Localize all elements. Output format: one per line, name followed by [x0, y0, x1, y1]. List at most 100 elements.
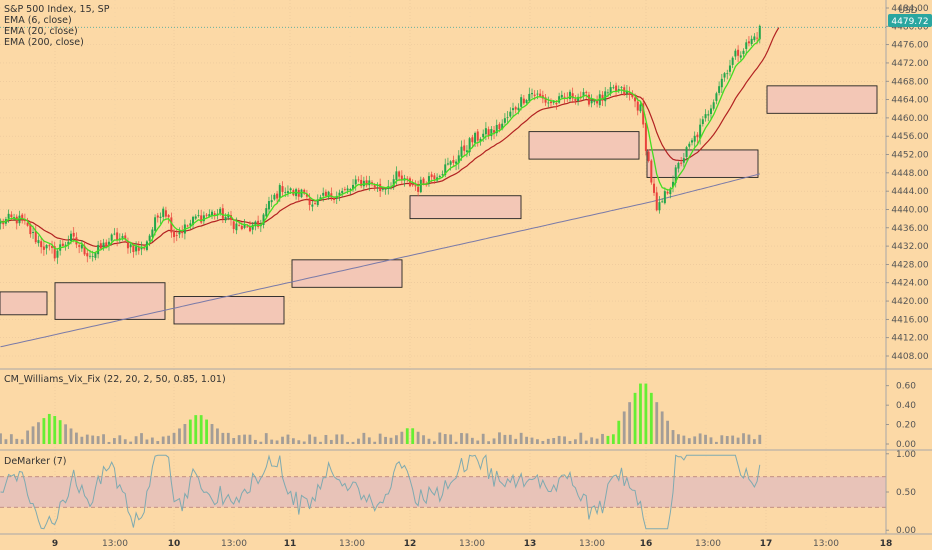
- vix-axis: 0.00 0.20 0.40 0.60: [886, 382, 916, 450]
- candle-body: [495, 124, 498, 134]
- candle-body: [254, 221, 257, 227]
- vix-bar: [319, 441, 322, 444]
- vix-bar: [329, 439, 333, 444]
- vix-bar: [0, 433, 2, 444]
- candle-body: [286, 191, 289, 193]
- candle-body: [650, 160, 653, 183]
- demand-zone: [0, 291, 48, 316]
- vix-legend: CM_Williams_Vix_Fix (22, 20, 2, 50, 0.85…: [4, 374, 226, 385]
- candle-body: [482, 133, 485, 138]
- candle-body: [192, 216, 195, 225]
- candle-body: [0, 221, 2, 224]
- candle-body: [154, 217, 157, 231]
- pane-separators: [0, 0, 932, 535]
- vix-bar: [367, 437, 371, 444]
- candle-body: [728, 65, 731, 72]
- candle-body: [224, 216, 227, 221]
- candle-body: [116, 232, 119, 241]
- vix-bar: [568, 441, 572, 444]
- candle-body: [322, 192, 325, 196]
- time-tick-label: 9: [52, 539, 58, 549]
- time-tick-label: 13:00: [695, 539, 721, 549]
- candle-body: [208, 214, 211, 217]
- time-tick-label: 11: [284, 539, 297, 549]
- vix-bar: [465, 433, 469, 444]
- candle-body: [365, 180, 368, 186]
- time-axis: 9 13:00 10 13:00 11 13:00 12 13:00 13 13:00 16 13:0…: [52, 539, 892, 549]
- candle-body: [408, 178, 411, 187]
- vix-bar: [75, 432, 78, 444]
- vix-bar: [449, 434, 453, 444]
- vix-bar: [107, 441, 111, 444]
- candle-body: [202, 215, 205, 222]
- candle-body: [360, 179, 363, 187]
- candle-body: [747, 41, 750, 44]
- candle-body: [452, 160, 455, 163]
- candle-body: [72, 232, 75, 237]
- candle-body: [343, 189, 346, 191]
- vix-bar: [80, 436, 84, 444]
- candle-body: [533, 94, 536, 96]
- demand-zones: [0, 85, 878, 325]
- price-tick-label: 4484.00: [891, 4, 928, 14]
- candle-body: [758, 25, 761, 40]
- candle-body: [661, 201, 664, 203]
- vix-bar: [188, 419, 192, 444]
- candle-body: [709, 108, 712, 114]
- candle-body: [723, 73, 726, 78]
- candle-body: [503, 118, 506, 123]
- vix-bar: [552, 438, 556, 444]
- candle-body: [78, 245, 81, 247]
- candle-body: [162, 208, 165, 217]
- vix-bar: [747, 434, 751, 444]
- vix-bar: [85, 434, 89, 444]
- candle-body: [742, 50, 745, 54]
- vix-bar: [20, 439, 24, 444]
- candle-body: [80, 244, 83, 249]
- candle-body: [577, 96, 580, 102]
- candle-body: [476, 131, 479, 141]
- candle-body: [696, 134, 699, 138]
- candle-body: [672, 181, 675, 188]
- vix-bar: [69, 428, 73, 444]
- ema-200-path: [0, 173, 760, 348]
- candle-body: [189, 223, 192, 226]
- time-tick-label: 13:00: [579, 539, 605, 549]
- candle-body: [270, 200, 273, 203]
- candle-body: [121, 236, 124, 238]
- candle-body: [276, 193, 279, 199]
- vix-bar: [308, 434, 312, 444]
- candle-body: [395, 171, 398, 180]
- price-tick-label: 4408.00: [891, 352, 928, 362]
- candle-body: [311, 204, 314, 207]
- candle-body: [273, 194, 276, 200]
- vix-bar: [140, 433, 143, 444]
- candle-body: [609, 87, 612, 94]
- candle-body: [490, 129, 493, 137]
- candle-body: [132, 244, 135, 252]
- vix-bar: [671, 430, 675, 444]
- candle-body: [726, 73, 729, 75]
- demarker-axis: 0.00 0.50 1.00: [886, 450, 916, 536]
- price-tick-label: 4424.00: [891, 279, 928, 289]
- candle-body: [316, 199, 319, 206]
- vix-bar: [492, 438, 496, 444]
- vix-bar: [601, 433, 604, 444]
- ema-200-line: [0, 173, 760, 348]
- candle-body: [314, 203, 317, 204]
- candle-body: [427, 176, 430, 184]
- candle-body: [308, 198, 311, 205]
- candle-body: [441, 174, 444, 176]
- candle-body: [32, 231, 35, 233]
- candle-body: [175, 235, 178, 237]
- time-tick-label: 13:00: [221, 539, 247, 549]
- candle-body: [186, 225, 189, 227]
- candle-body: [289, 188, 292, 191]
- candle-body: [493, 130, 496, 133]
- candle-body: [173, 232, 176, 237]
- vix-bar: [351, 441, 355, 444]
- candle-body: [341, 190, 344, 194]
- candle-body: [83, 245, 86, 255]
